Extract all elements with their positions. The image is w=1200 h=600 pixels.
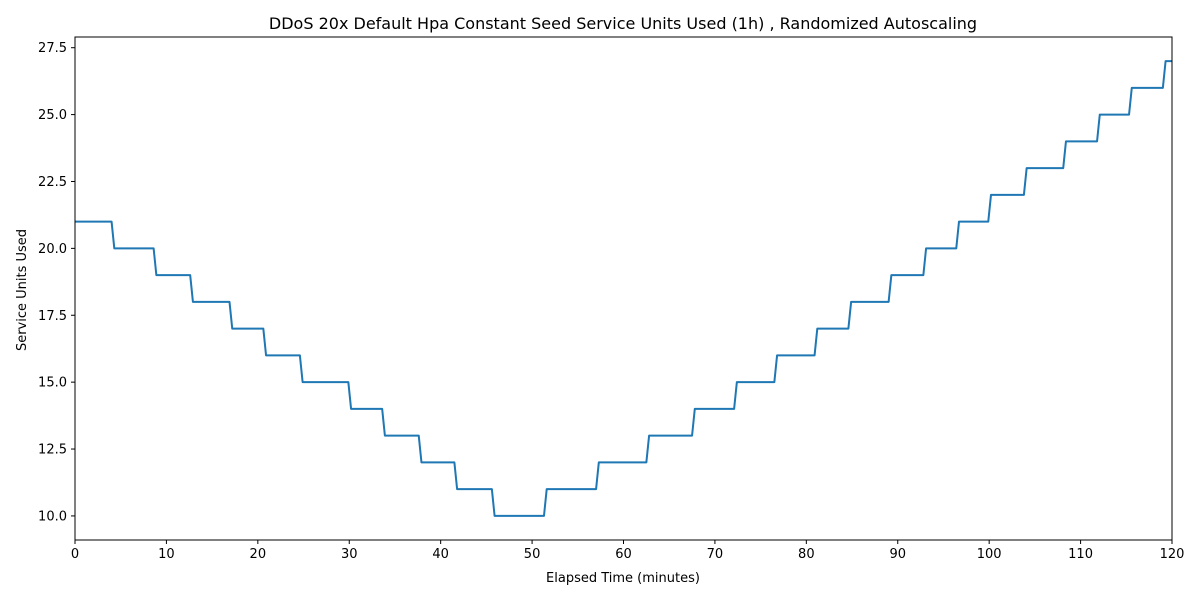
x-tick-label: 70 <box>707 547 724 562</box>
x-tick-label: 100 <box>977 547 1002 562</box>
x-tick-label: 0 <box>71 547 79 562</box>
x-tick-label: 10 <box>158 547 175 562</box>
x-tick-label: 40 <box>432 547 449 562</box>
x-tick-label: 30 <box>341 547 358 562</box>
x-tick-label: 110 <box>1068 547 1093 562</box>
y-tick-label: 17.5 <box>38 309 67 324</box>
y-tick-label: 10.0 <box>38 509 67 524</box>
y-tick-label: 15.0 <box>38 376 67 391</box>
y-tick-label: 20.0 <box>38 242 67 257</box>
y-tick-label: 27.5 <box>38 41 67 56</box>
x-tick-label: 20 <box>250 547 267 562</box>
y-tick-label: 22.5 <box>38 175 67 190</box>
x-tick-label: 120 <box>1160 547 1185 562</box>
x-tick-label: 60 <box>615 547 632 562</box>
axes-layer: 0 10 20 30 40 50 60 70 80 90 100 110 120 10.0 12.5 15.0… <box>38 36 1185 562</box>
x-axis-title: Elapsed Time (minutes) <box>546 571 700 586</box>
series-line-0 <box>75 60 1172 517</box>
x-tick-label: 90 <box>889 547 906 562</box>
x-tick-label: 80 <box>798 547 815 562</box>
chart-title: DDoS 20x Default Hpa Constant Seed Servi… <box>269 14 977 33</box>
series-layer <box>75 60 1172 517</box>
y-tick-label: 25.0 <box>38 108 67 123</box>
x-tick-label: 50 <box>524 547 541 562</box>
plot-frame <box>74 36 1173 541</box>
y-tick-label: 12.5 <box>38 443 67 458</box>
y-axis-title: Service Units Used <box>15 229 30 351</box>
